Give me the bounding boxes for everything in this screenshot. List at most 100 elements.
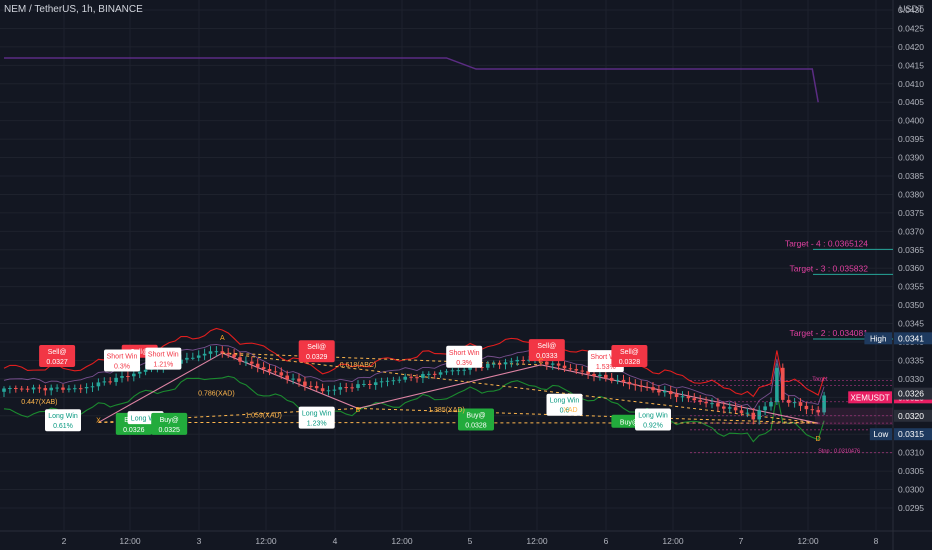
y-tick-label: 0.0330 [898, 374, 924, 384]
candle-body [320, 388, 325, 392]
fib-label: 1.385(XAD) [428, 407, 465, 414]
callout-value: 0.6 [560, 408, 570, 415]
candle-body [651, 387, 655, 391]
candle-body [202, 353, 207, 356]
target-label: Target - 4 : 0.0365124 [785, 238, 868, 248]
callout-title: Sell@ [620, 349, 639, 356]
candle-body [255, 363, 260, 368]
candle-body [568, 368, 573, 370]
candle-body [19, 388, 24, 390]
x-tick-label: 12:00 [797, 536, 819, 546]
candle-body [403, 376, 407, 380]
y-tick-label: 0.0380 [898, 189, 924, 199]
candle-body [31, 387, 36, 390]
y-tick-label: 0.0310 [898, 448, 924, 458]
candlestick-series [2, 346, 826, 425]
candle-body [722, 406, 726, 409]
tag-label-box [869, 428, 892, 441]
target-label: Target - 3 : 0.035832 [790, 263, 869, 273]
callout-title: Long Win [131, 416, 161, 423]
callout-long: Long Win 0.6 [546, 393, 583, 416]
candle-body [338, 387, 343, 390]
chart-title: NEM / TetherUS, 1h, BINANCE [4, 4, 143, 15]
callout-sell: Sell@ 0.0333 [528, 339, 565, 362]
candle-body [314, 386, 319, 389]
candle-body [710, 403, 714, 405]
candle-body [804, 405, 809, 410]
candle-body [267, 369, 272, 372]
candle-body [668, 391, 673, 395]
candle-body [297, 378, 301, 382]
candle-body [527, 359, 531, 361]
candle-body [562, 365, 567, 369]
target-label: Target - 2 : 0.034081 [790, 328, 869, 338]
callout-box [104, 349, 140, 372]
candle-body [309, 385, 313, 387]
callout-value: 0.61% [53, 423, 73, 430]
candle-body [657, 390, 661, 393]
candle-body [556, 363, 561, 366]
candle-body [67, 388, 71, 390]
fib-label: 0.447(XAB) [21, 399, 57, 406]
callout-box [151, 412, 188, 435]
candle-body [686, 396, 691, 399]
callout-sell: Sell@ 0.0328 [611, 345, 648, 368]
callout-value: 0.92% [643, 422, 663, 429]
fib-label: 0.618(ABC) [340, 362, 377, 369]
candle-body [633, 384, 638, 386]
candle-body [102, 381, 107, 383]
x-axis: 2 12:00 3 12:00 4 12:00 5 12:00 6 12:00 7 12:00 8 [62, 536, 879, 546]
y-tick-label: 0.0385 [898, 171, 924, 181]
candle-body [273, 371, 278, 373]
y-tick-label: 0.0370 [898, 226, 924, 236]
candle-body [362, 383, 366, 385]
candle-body [126, 376, 130, 378]
callout-box [546, 393, 583, 416]
candle-body [639, 385, 643, 387]
candle-body [515, 359, 520, 362]
candle-body [592, 373, 596, 377]
callout-box [45, 409, 81, 432]
y-tick-label: 0.0360 [898, 263, 924, 273]
candle-body [763, 406, 767, 411]
fib-label: 1.059(XAD) [245, 413, 282, 420]
candle-body [792, 402, 797, 404]
candle-body [191, 357, 195, 359]
price-tag-value: 0.0341 [898, 333, 924, 343]
callout-title: Buy@ [466, 412, 485, 419]
candle-body [674, 394, 679, 397]
price-tag-box [894, 409, 932, 422]
candle-body [108, 381, 112, 383]
candle-body [291, 378, 295, 380]
x-tick-label: 5 [468, 536, 473, 546]
candle-body [220, 351, 225, 354]
x-tick-label: 12:00 [662, 536, 684, 546]
candle-body [509, 361, 514, 363]
fib-label: XAD [563, 407, 577, 414]
candle-body [25, 388, 30, 390]
candle-body [545, 361, 549, 365]
candle-body [609, 377, 614, 381]
candle-body [14, 387, 18, 389]
tag-label: High [870, 334, 886, 343]
candle-body [2, 388, 6, 392]
candle-body [627, 381, 632, 385]
y-tick-label: 0.0400 [898, 116, 924, 126]
candle-body [816, 409, 820, 413]
candle-body [244, 361, 248, 363]
callout-title: Sell@ [307, 344, 326, 351]
candle-body [356, 384, 360, 388]
candle-body [704, 401, 708, 404]
candle-body [497, 363, 502, 365]
candle-body [90, 386, 95, 388]
candle-body [73, 388, 77, 390]
candle-body [391, 380, 396, 382]
callout-long: Long Win 0.92% [635, 408, 671, 431]
candle-body [716, 403, 720, 407]
y-tick-label: 0.0295 [898, 503, 924, 513]
candle-body [621, 379, 626, 382]
candle-body [781, 367, 785, 400]
y-tick-label: 0.0410 [898, 79, 924, 89]
